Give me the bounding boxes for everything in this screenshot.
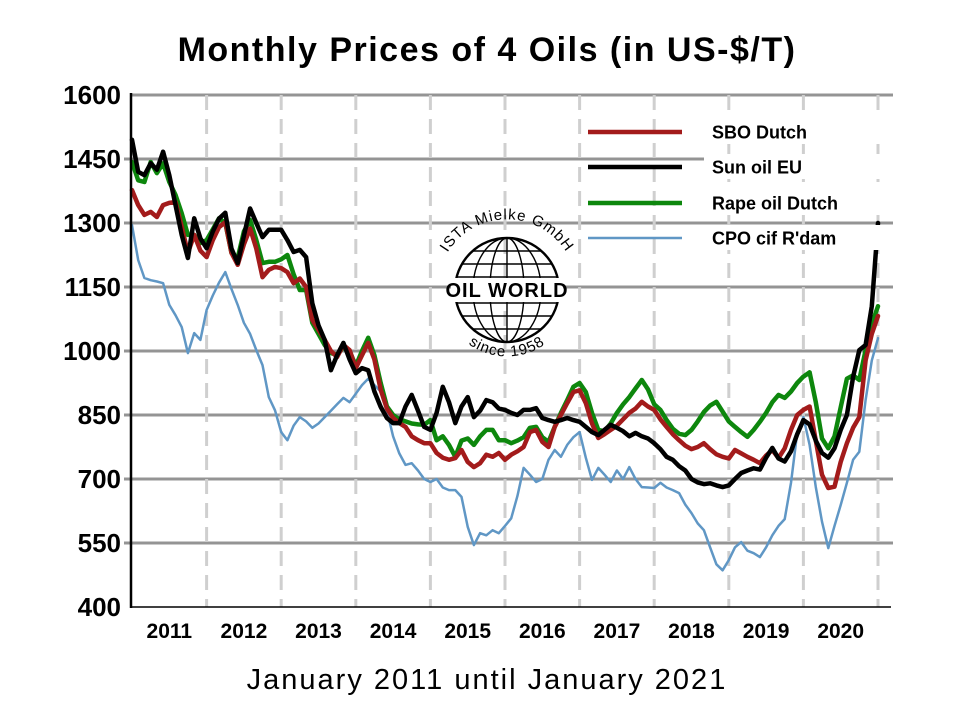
y-axis-labels: 400 550 700 850 1000 1150 1300 1450 1600 xyxy=(63,80,121,622)
y-tick-label-400: 400 xyxy=(78,592,121,622)
legend-label-rape-oil-dutch: Rape oil Dutch xyxy=(712,194,838,214)
x-tick-label-2017: 2017 xyxy=(594,620,641,643)
series-line-sun-oil-eu xyxy=(129,137,881,490)
series-line-rape-oil-dutch xyxy=(129,159,881,460)
chart-title: Monthly Prices of 4 Oils (in US-$/T) xyxy=(178,31,797,69)
legend-item-sun-oil-eu: Sun oil EU xyxy=(588,154,900,179)
legend-item-rape-oil-dutch: Rape oil Dutch xyxy=(588,190,900,215)
y-tick-label-1450: 1450 xyxy=(63,144,121,174)
legend-label-backdrop xyxy=(704,225,900,250)
series-line-cpo-cif-r-dam xyxy=(130,223,880,572)
y-tick-label-550: 550 xyxy=(78,528,121,558)
x-tick-label-2015: 2015 xyxy=(444,620,491,643)
y-tick-label-700: 700 xyxy=(78,464,121,494)
axes xyxy=(129,93,891,608)
x-tick-label-2019: 2019 xyxy=(743,620,790,643)
y-tick-label-1000: 1000 xyxy=(63,336,121,366)
x-tick-label-2020: 2020 xyxy=(817,620,864,643)
legend: SBO Dutch Sun oil EU Rape oil Dutch CPO cif… xyxy=(588,119,900,250)
legend-label-backdrop xyxy=(704,190,900,215)
y-tick-label-1150: 1150 xyxy=(65,272,121,302)
oil-world-logo: OIL WORLD ISTA Mielke GmbH since 1958 xyxy=(437,206,577,360)
x-axis-labels: 2011 2012 2013 2014 2015 2016 2017 2018 2019 2020 xyxy=(147,620,865,643)
y-tick-label-1600: 1600 xyxy=(63,80,121,110)
legend-label-sun-oil-eu: Sun oil EU xyxy=(712,158,802,178)
legend-label-backdrop xyxy=(704,119,900,144)
y-tick-label-1300: 1300 xyxy=(63,208,121,238)
legend-label-backdrop xyxy=(704,154,900,179)
legend-item-cpo-cif-r-dam: CPO cif R'dam xyxy=(588,225,900,250)
x-tick-label-2014: 2014 xyxy=(370,620,417,643)
y-tick-label-850: 850 xyxy=(78,400,121,430)
x-tick-label-2018: 2018 xyxy=(668,620,715,643)
x-axis-caption: January 2011 until January 2021 xyxy=(247,664,728,696)
vertical-gridlines xyxy=(205,95,880,607)
data-series xyxy=(129,137,881,572)
series-line-sbo-dutch xyxy=(129,187,881,491)
x-tick-label-2013: 2013 xyxy=(295,620,342,643)
logo-label-band xyxy=(451,278,563,302)
x-tick-label-2012: 2012 xyxy=(221,620,268,643)
x-tick-label-2011: 2011 xyxy=(147,620,193,643)
legend-item-sbo-dutch: SBO Dutch xyxy=(588,119,900,144)
logo-center-text: OIL WORLD xyxy=(445,280,568,302)
x-tick-label-2016: 2016 xyxy=(519,620,566,643)
legend-label-sbo-dutch: SBO Dutch xyxy=(712,123,807,143)
legend-label-cpo-cif-r-dam: CPO cif R'dam xyxy=(712,229,836,249)
